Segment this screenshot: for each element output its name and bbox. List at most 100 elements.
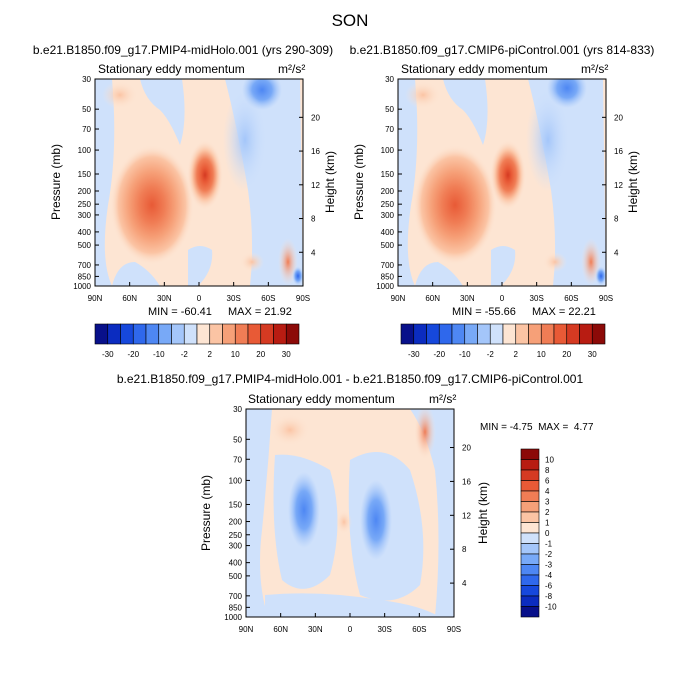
- y-tick-label: 70: [233, 455, 242, 464]
- colorbar-tick-label: 4: [545, 487, 550, 496]
- min-label: MIN = -60.41: [148, 306, 212, 318]
- panel-units-label: m²/s²: [581, 62, 608, 76]
- colorbar-box: [234, 323, 249, 345]
- colorbar-box: [247, 323, 262, 345]
- colorbar-box: [502, 323, 517, 345]
- panel-left-label: Stationary eddy momentum: [401, 62, 548, 76]
- colorbar-box: [451, 323, 466, 345]
- colorbar-box: [426, 323, 440, 345]
- x-tick-label: 90N: [239, 625, 254, 634]
- x-tick-label: 0: [197, 294, 202, 303]
- y-axis-label: Pressure (mb): [199, 475, 213, 551]
- colorbar-box: [477, 323, 491, 345]
- colorbar-tick-label: -2: [487, 350, 495, 359]
- colorbar-box: [120, 323, 134, 345]
- colorbar-box: [528, 323, 542, 345]
- colorbar-box: [132, 323, 147, 345]
- panel-units-label: m²/s²: [278, 62, 305, 76]
- y-tick-label: 400: [381, 228, 395, 237]
- colorbar-tick-label: 3: [545, 498, 550, 507]
- y2-tick-label: 8: [311, 215, 316, 224]
- x-tick-label: 30S: [530, 294, 544, 303]
- y-tick-label: 150: [78, 170, 92, 179]
- y2-tick-label: 4: [614, 248, 619, 257]
- y2-tick-label: 12: [614, 181, 623, 190]
- colorbar-box: [520, 595, 540, 607]
- colorbar-box: [438, 323, 453, 345]
- y-tick-label: 700: [381, 261, 395, 270]
- min-label: MIN = -55.66: [452, 306, 516, 318]
- panel-title: b.e21.B1850.f09_g17.PMIP4-midHolo.001 - …: [117, 372, 584, 386]
- colorbar-tick-label: -10: [459, 350, 471, 359]
- y-tick-label: 200: [78, 187, 92, 196]
- y-tick-label: 250: [78, 200, 92, 209]
- colorbar-box: [489, 323, 504, 345]
- y-tick-label: 150: [381, 170, 395, 179]
- y-tick-label: 850: [229, 603, 243, 612]
- y2-tick-label: 20: [311, 113, 320, 122]
- x-tick-label: 90S: [447, 625, 461, 634]
- colorbar-box: [94, 323, 109, 345]
- y-tick-label: 250: [381, 200, 395, 209]
- y-tick-label: 50: [385, 105, 394, 114]
- colorbar-tick-label: -8: [545, 592, 553, 601]
- colorbar-box: [520, 585, 540, 597]
- y2-tick-label: 8: [614, 215, 619, 224]
- x-tick-label: 60N: [273, 625, 288, 634]
- y-tick-label: 1000: [224, 613, 242, 622]
- colorbar-tick-label: -2: [545, 550, 553, 559]
- colorbar-tick-label: 10: [231, 350, 240, 359]
- colorbar-box: [273, 323, 287, 345]
- y-tick-label: 30: [82, 75, 91, 84]
- colorbar-box: [196, 323, 211, 345]
- y-tick-label: 70: [385, 125, 394, 134]
- colorbar-tick-label: 2: [514, 350, 519, 359]
- colorbar-tick-label: 8: [545, 466, 550, 475]
- colorbar-box: [553, 323, 568, 345]
- y-tick-label: 700: [78, 261, 92, 270]
- panel-left-label: Stationary eddy momentum: [248, 392, 395, 406]
- colorbar-tick-label: 2: [208, 350, 213, 359]
- colorbar-tick-label: -6: [545, 582, 553, 591]
- y2-tick-label: 20: [462, 444, 471, 453]
- colorbar-box: [579, 323, 593, 345]
- colorbar-box: [520, 459, 540, 471]
- x-tick-label: 90N: [391, 294, 406, 303]
- panel-title: b.e21.B1850.f09_g17.CMIP6-piControl.001 …: [350, 43, 655, 57]
- x-tick-label: 0: [348, 625, 353, 634]
- colorbar-tick-label: -30: [102, 350, 114, 359]
- colorbar-box: [591, 323, 606, 345]
- panel-title: b.e21.B1850.f09_g17.PMIP4-midHolo.001 (y…: [33, 43, 333, 57]
- x-tick-label: 60S: [261, 294, 275, 303]
- colorbar-box: [183, 323, 198, 345]
- colorbar-box: [520, 511, 540, 523]
- colorbar-tick-label: -10: [153, 350, 165, 359]
- y-tick-label: 400: [78, 228, 92, 237]
- x-tick-label: 90S: [296, 294, 310, 303]
- y2-tick-label: 4: [311, 248, 316, 257]
- colorbar-box: [158, 323, 172, 345]
- colorbar-tick-label: 10: [537, 350, 546, 359]
- x-tick-label: 30S: [378, 625, 392, 634]
- y-tick-label: 50: [233, 435, 242, 444]
- y2-tick-label: 12: [311, 181, 320, 190]
- y-tick-label: 150: [229, 500, 243, 509]
- y-tick-label: 100: [229, 476, 243, 485]
- colorbar-box: [566, 323, 580, 345]
- panel-units-label: m²/s²: [429, 392, 456, 406]
- colorbar-box: [285, 323, 300, 345]
- colorbar-box: [520, 490, 540, 502]
- y-tick-label: 50: [82, 105, 91, 114]
- contour-field: [398, 79, 606, 286]
- colorbar-box: [520, 522, 540, 534]
- colorbar-box: [413, 323, 427, 345]
- colorbar-box: [520, 532, 540, 544]
- x-tick-label: 30N: [308, 625, 323, 634]
- y2-axis-label: Height (km): [476, 482, 490, 544]
- y2-tick-label: 20: [614, 113, 623, 122]
- y-tick-label: 1000: [376, 282, 394, 291]
- y-tick-label: 200: [381, 187, 395, 196]
- y-tick-label: 100: [78, 146, 92, 155]
- y2-tick-label: 16: [311, 147, 320, 156]
